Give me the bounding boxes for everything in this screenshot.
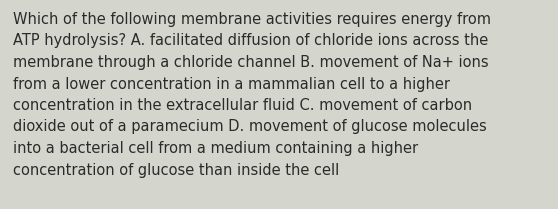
Text: dioxide out of a paramecium D. movement of glucose molecules: dioxide out of a paramecium D. movement … xyxy=(13,120,487,135)
Text: concentration in the extracellular fluid C. movement of carbon: concentration in the extracellular fluid… xyxy=(13,98,472,113)
Text: Which of the following membrane activities requires energy from: Which of the following membrane activiti… xyxy=(13,12,491,27)
Text: ATP hydrolysis? A. facilitated diffusion of chloride ions across the: ATP hydrolysis? A. facilitated diffusion… xyxy=(13,33,488,48)
Text: concentration of glucose than inside the cell: concentration of glucose than inside the… xyxy=(13,163,339,177)
Text: membrane through a chloride channel B. movement of Na+ ions: membrane through a chloride channel B. m… xyxy=(13,55,489,70)
Text: into a bacterial cell from a medium containing a higher: into a bacterial cell from a medium cont… xyxy=(13,141,418,156)
Text: from a lower concentration in a mammalian cell to a higher: from a lower concentration in a mammalia… xyxy=(13,76,450,92)
